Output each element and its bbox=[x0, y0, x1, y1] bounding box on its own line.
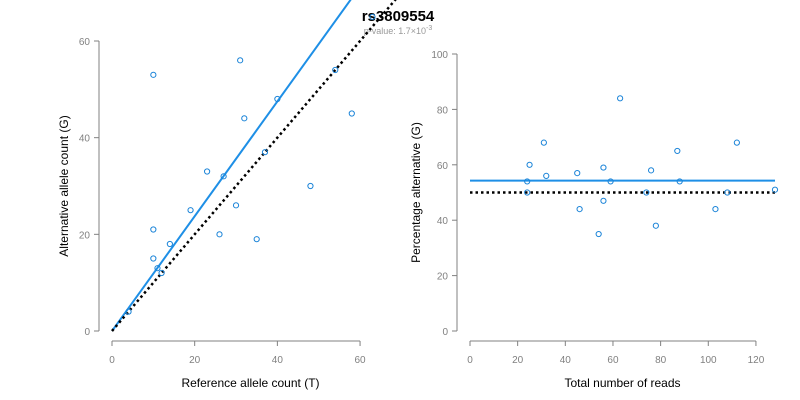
y-tick-label: 20 bbox=[437, 272, 449, 283]
chart-subtitle: p-value: 1.7×10-3 bbox=[364, 25, 433, 36]
data-point bbox=[307, 182, 314, 190]
data-point bbox=[607, 178, 614, 185]
x-axis-title: Reference allele count (T) bbox=[181, 376, 319, 390]
data-point bbox=[574, 170, 581, 177]
y-tick-label: 80 bbox=[437, 105, 449, 116]
data-point bbox=[187, 207, 194, 214]
data-point bbox=[771, 186, 779, 193]
subtitle-text: p-value: 1.7×10 bbox=[364, 26, 426, 36]
data-point bbox=[216, 231, 223, 238]
data-point bbox=[150, 255, 157, 262]
x-tick-label: 60 bbox=[354, 355, 366, 366]
data-point bbox=[600, 164, 607, 171]
data-point bbox=[526, 161, 533, 168]
data-point bbox=[150, 71, 157, 78]
reference-line bbox=[111, 0, 397, 332]
y-tick-label: 60 bbox=[79, 37, 91, 48]
data-point bbox=[237, 57, 244, 64]
x-tick-label: 20 bbox=[189, 355, 201, 366]
data-point bbox=[158, 269, 165, 277]
data-point bbox=[643, 189, 650, 196]
data-point bbox=[150, 226, 157, 233]
x-axis-title: Total number of reads bbox=[564, 376, 680, 390]
y-tick-label: 60 bbox=[437, 161, 449, 172]
data-point bbox=[369, 13, 376, 20]
data-point bbox=[676, 178, 683, 185]
subtitle-exponent: -3 bbox=[426, 25, 432, 32]
data-point bbox=[543, 172, 550, 179]
x-tick-label: 0 bbox=[109, 355, 115, 366]
data-point bbox=[576, 206, 583, 213]
x-tick-label: 0 bbox=[467, 355, 473, 366]
y-tick-label: 40 bbox=[437, 216, 449, 227]
y-tick-label: 100 bbox=[431, 50, 448, 61]
x-tick-label: 100 bbox=[700, 355, 717, 366]
data-point bbox=[154, 265, 161, 272]
data-point bbox=[540, 139, 547, 146]
data-point bbox=[241, 115, 248, 122]
data-point bbox=[220, 173, 227, 180]
data-point bbox=[524, 178, 531, 185]
data-point bbox=[724, 189, 731, 196]
data-point bbox=[674, 147, 681, 155]
y-axis-title: Percentage alternative (G) bbox=[409, 122, 423, 263]
x-tick-label: 80 bbox=[655, 355, 667, 366]
data-point bbox=[253, 236, 260, 243]
data-point bbox=[647, 167, 655, 174]
chart-title: rs3809554 bbox=[362, 8, 435, 25]
data-point bbox=[125, 308, 132, 315]
data-point bbox=[524, 189, 531, 196]
x-tick-label: 60 bbox=[607, 355, 619, 366]
data-point bbox=[232, 202, 240, 209]
data-point bbox=[617, 95, 624, 102]
left-panel-scatter: 0 20 40 60 0 20 40 60 Reference allele count (T)… bbox=[57, 0, 397, 390]
data-point bbox=[348, 110, 355, 117]
x-tick-label: 20 bbox=[512, 355, 524, 366]
data-point bbox=[274, 95, 281, 103]
x-tick-label: 120 bbox=[748, 355, 765, 366]
x-tick-label: 40 bbox=[272, 355, 284, 366]
data-point bbox=[203, 168, 211, 175]
data-point bbox=[600, 197, 607, 204]
right-panel-scatter: 0 20 40 60 80 100 120 0 20 40 60 80 100 Total number … bbox=[409, 50, 779, 390]
data-point bbox=[332, 66, 339, 74]
data-point bbox=[712, 206, 719, 213]
data-point bbox=[652, 222, 659, 229]
data-point bbox=[595, 230, 602, 238]
y-axis-title: Alternative allele count (G) bbox=[57, 115, 71, 256]
fit-line bbox=[111, 0, 352, 332]
data-point bbox=[261, 149, 269, 156]
y-tick-label: 20 bbox=[79, 230, 91, 241]
data-point bbox=[733, 139, 740, 146]
data-point bbox=[166, 240, 173, 248]
x-tick-label: 40 bbox=[560, 355, 572, 366]
y-tick-label: 0 bbox=[442, 327, 448, 338]
y-tick-label: 40 bbox=[79, 134, 91, 145]
y-tick-label: 0 bbox=[84, 327, 90, 338]
